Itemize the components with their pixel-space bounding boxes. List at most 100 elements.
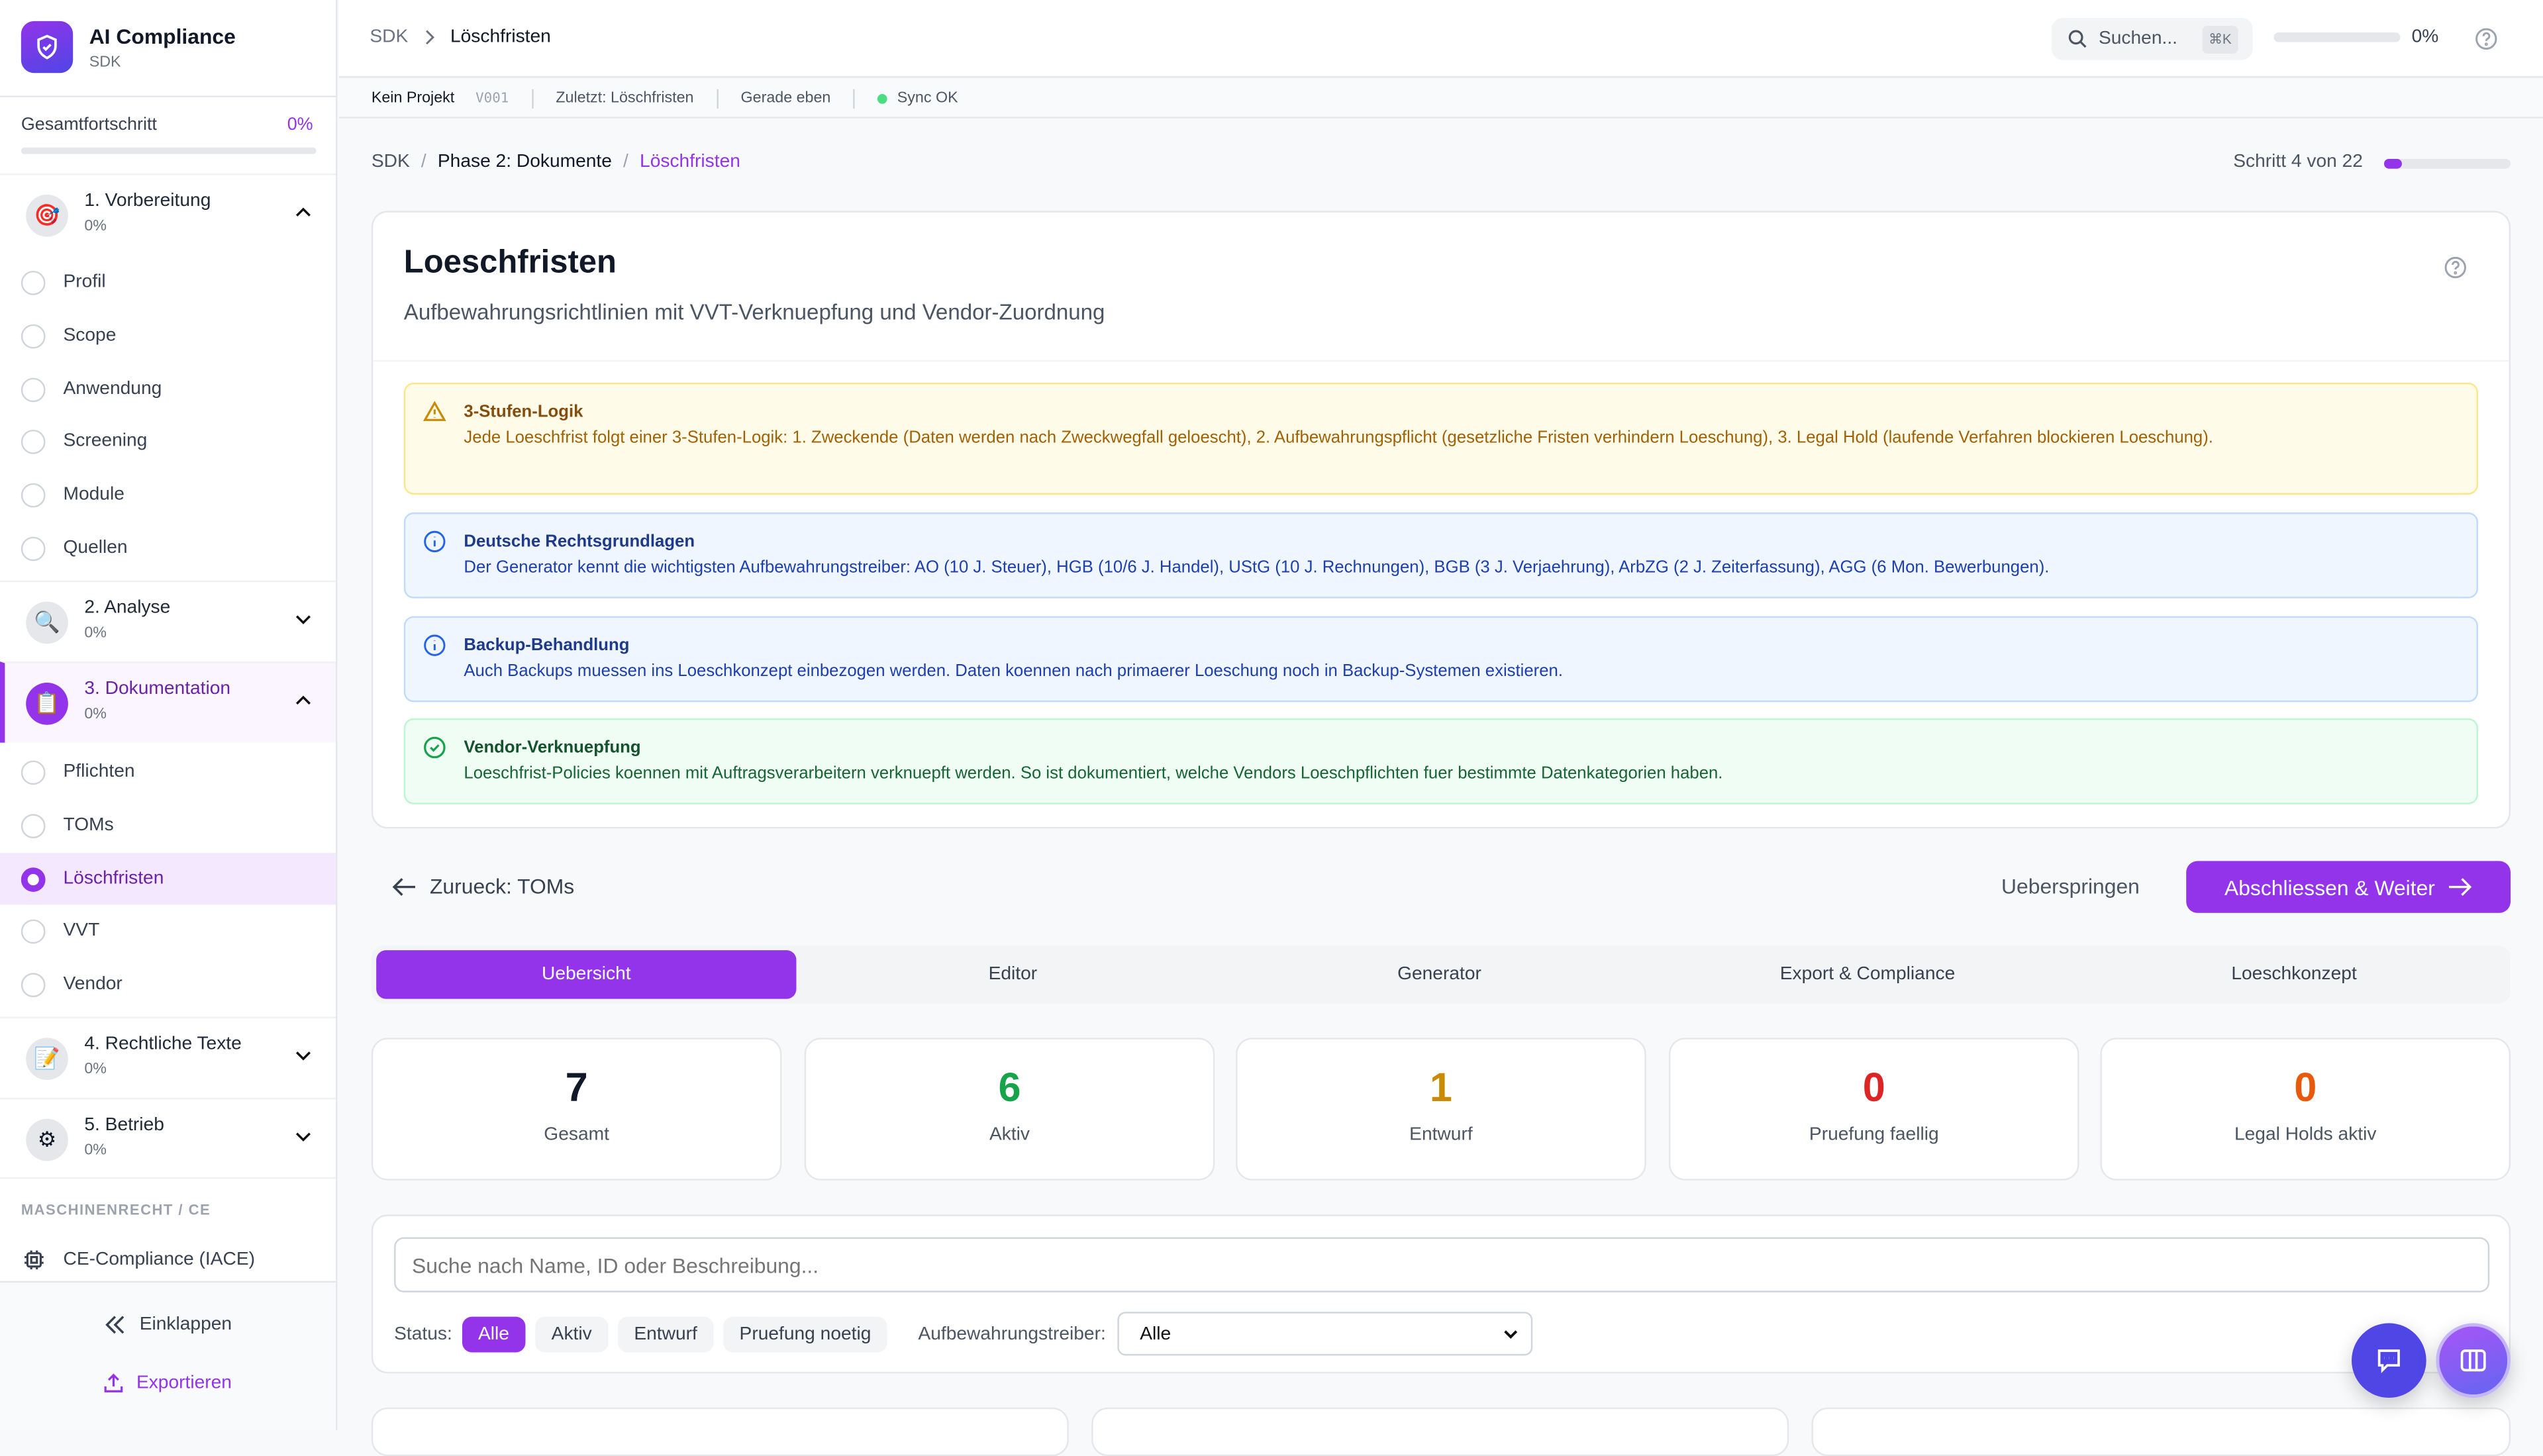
breadcrumb-current: Löschfristen bbox=[450, 27, 551, 48]
section-label: 3. Dokumentation bbox=[84, 679, 231, 699]
alert-text: Auch Backups muessen ins Loeschkonzept e… bbox=[464, 661, 1564, 681]
breadcrumb-root[interactable]: SDK bbox=[370, 27, 409, 48]
stat-card-entwurf: 1 Entwurf bbox=[1236, 1038, 1646, 1181]
status-circle-icon bbox=[21, 536, 46, 561]
sidebar-item-vvt[interactable]: VVT bbox=[0, 905, 336, 957]
back-label: Zurueck: TOMs bbox=[429, 874, 575, 898]
info-icon bbox=[424, 530, 446, 553]
project-name: Kein Projekt bbox=[371, 89, 455, 107]
page-subtitle: Aufbewahrungsrichtlinien mit VVT-Verknue… bbox=[403, 300, 1105, 324]
gear-icon: ⚙ bbox=[26, 1118, 68, 1161]
overall-progress-value: 0% bbox=[287, 115, 313, 135]
stat-card-pruefung-faellig: 0 Pruefung faellig bbox=[1669, 1038, 2079, 1181]
item-label: Quellen bbox=[63, 538, 128, 558]
chevron-down-icon bbox=[295, 1051, 311, 1061]
sidebar-section-analyse[interactable]: 🔍 2. Analyse 0% bbox=[0, 580, 336, 661]
status-chip-entwurf[interactable]: Entwurf bbox=[617, 1316, 714, 1352]
arrow-left-icon bbox=[392, 877, 415, 895]
back-button[interactable]: Zurueck: TOMs bbox=[392, 874, 575, 898]
status-chip-alle[interactable]: Alle bbox=[462, 1316, 526, 1352]
alert-text: Loeschfrist-Policies koennen mit Auftrag… bbox=[464, 763, 1723, 783]
warning-icon bbox=[423, 401, 446, 421]
item-label: TOMs bbox=[63, 815, 114, 836]
policy-card[interactable] bbox=[1091, 1407, 1789, 1456]
skip-button[interactable]: Ueberspringen bbox=[2001, 874, 2140, 898]
overall-progress-bar bbox=[21, 147, 317, 154]
search-icon bbox=[2068, 30, 2087, 48]
arrow-right-icon bbox=[2449, 878, 2473, 897]
sidebar-item-scope[interactable]: Scope bbox=[0, 310, 336, 362]
alert-title: 3-Stufen-Logik bbox=[464, 402, 583, 422]
breadcrumb-current: Löschfristen bbox=[640, 152, 740, 172]
tab-export-compliance[interactable]: Export & Compliance bbox=[1779, 965, 1956, 985]
stat-value: 6 bbox=[998, 1065, 1021, 1111]
breadcrumb-item[interactable]: SDK bbox=[371, 152, 410, 172]
sidebar-section-rechtliche-texte[interactable]: 📝 4. Rechtliche Texte 0% bbox=[0, 1016, 336, 1098]
sync-dot-icon bbox=[877, 93, 888, 103]
sidebar: AI Compliance SDK Gesamtfortschritt 0% 🎯… bbox=[0, 0, 338, 1431]
export-button[interactable]: Exportieren bbox=[0, 1373, 336, 1393]
target-icon: 🎯 bbox=[26, 194, 68, 237]
sync-status: Sync OK bbox=[897, 89, 958, 107]
policy-search-input[interactable] bbox=[394, 1237, 2490, 1292]
sidebar-item-profil[interactable]: Profil bbox=[0, 256, 336, 308]
complete-and-next-button[interactable]: Abschliessen & Weiter bbox=[2186, 861, 2511, 913]
status-chip-aktiv[interactable]: Aktiv bbox=[535, 1316, 609, 1352]
pencil-document-icon: 📝 bbox=[26, 1038, 68, 1081]
policy-card[interactable] bbox=[1811, 1407, 2511, 1456]
stat-value: 7 bbox=[565, 1065, 588, 1111]
chip-icon bbox=[25, 1250, 44, 1270]
alert-text: Jede Loeschfrist folgt einer 3-Stufen-Lo… bbox=[464, 428, 2213, 448]
item-label: Anwendung bbox=[63, 379, 162, 399]
shortcut-badge: ⌘K bbox=[2202, 24, 2238, 53]
sidebar-item-loeschfristen[interactable]: Löschfristen bbox=[0, 853, 336, 905]
top-bar: SDK Löschfristen Suchen... ⌘K 0% bbox=[338, 0, 2543, 78]
sidebar-section-betrieb[interactable]: ⚙ 5. Betrieb 0% bbox=[0, 1097, 336, 1179]
sidebar-item-vendor[interactable]: Vendor bbox=[0, 958, 336, 1010]
tab-generator[interactable]: Generator bbox=[1397, 965, 1481, 985]
item-label: Module bbox=[63, 485, 125, 505]
magnifier-icon: 🔍 bbox=[26, 601, 68, 644]
last-edited: Zuletzt: Löschfristen bbox=[556, 89, 694, 107]
stat-card-legal-holds: 0 Legal Holds aktiv bbox=[2100, 1038, 2511, 1181]
header-breadcrumb: SDK Löschfristen bbox=[370, 28, 550, 47]
item-label: VVT bbox=[63, 921, 100, 941]
tab-uebersicht[interactable]: Uebersicht bbox=[376, 950, 797, 999]
stat-value: 0 bbox=[2294, 1065, 2317, 1111]
sidebar-section-dokumentation[interactable]: 📋 3. Dokumentation 0% bbox=[0, 661, 336, 743]
sidebar-item-anwendung[interactable]: Anwendung bbox=[0, 364, 336, 415]
status-chip-pruefung-noetig[interactable]: Pruefung noetig bbox=[723, 1316, 887, 1352]
sidebar-item-quellen[interactable]: Quellen bbox=[0, 522, 336, 574]
driver-filter-label: Aufbewahrungstreiber: bbox=[918, 1324, 1106, 1343]
alert-3-stufen-logik: 3-Stufen-Logik Jede Loeschfrist folgt ei… bbox=[403, 382, 2479, 495]
double-chevron-left-icon bbox=[105, 1316, 125, 1334]
policy-card[interactable] bbox=[371, 1407, 1069, 1456]
chevron-down-icon bbox=[295, 615, 311, 624]
upload-icon bbox=[104, 1373, 123, 1392]
tab-editor[interactable]: Editor bbox=[988, 965, 1038, 985]
help-icon[interactable] bbox=[2475, 28, 2497, 50]
sidebar-item-ce-compliance[interactable]: CE-Compliance (IACE) bbox=[0, 1239, 336, 1281]
sidebar-item-screening[interactable]: Screening bbox=[0, 415, 336, 467]
sidebar-item-toms[interactable]: TOMs bbox=[0, 799, 336, 851]
chevron-down-icon bbox=[1503, 1330, 1517, 1339]
global-search-button[interactable]: Suchen... ⌘K bbox=[2051, 17, 2253, 60]
stat-label: Pruefung faellig bbox=[1809, 1125, 1939, 1145]
sidebar-item-module[interactable]: Module bbox=[0, 469, 336, 520]
chevron-right-icon bbox=[425, 30, 434, 45]
status-circle-icon bbox=[21, 377, 46, 402]
chat-button[interactable] bbox=[2352, 1323, 2426, 1398]
item-label: Screening bbox=[63, 431, 148, 451]
panel-toggle-button[interactable] bbox=[2436, 1323, 2511, 1398]
driver-select[interactable]: Alle bbox=[1117, 1312, 1532, 1356]
help-icon[interactable] bbox=[2444, 256, 2467, 279]
item-label: CE-Compliance (IACE) bbox=[63, 1250, 256, 1270]
section-progress: 0% bbox=[84, 1060, 107, 1079]
collapse-button[interactable]: Einklappen bbox=[0, 1315, 336, 1335]
status-circle-icon bbox=[21, 918, 46, 944]
tab-loeschkonzept[interactable]: Loeschkonzept bbox=[2231, 965, 2357, 985]
alert-title: Deutsche Rechtsgrundlagen bbox=[464, 532, 695, 552]
breadcrumb-item[interactable]: Phase 2: Dokumente bbox=[437, 152, 612, 172]
sidebar-section-vorbereitung[interactable]: 🎯 1. Vorbereitung 0% bbox=[0, 173, 336, 254]
sidebar-item-pflichten[interactable]: Pflichten bbox=[0, 746, 336, 798]
